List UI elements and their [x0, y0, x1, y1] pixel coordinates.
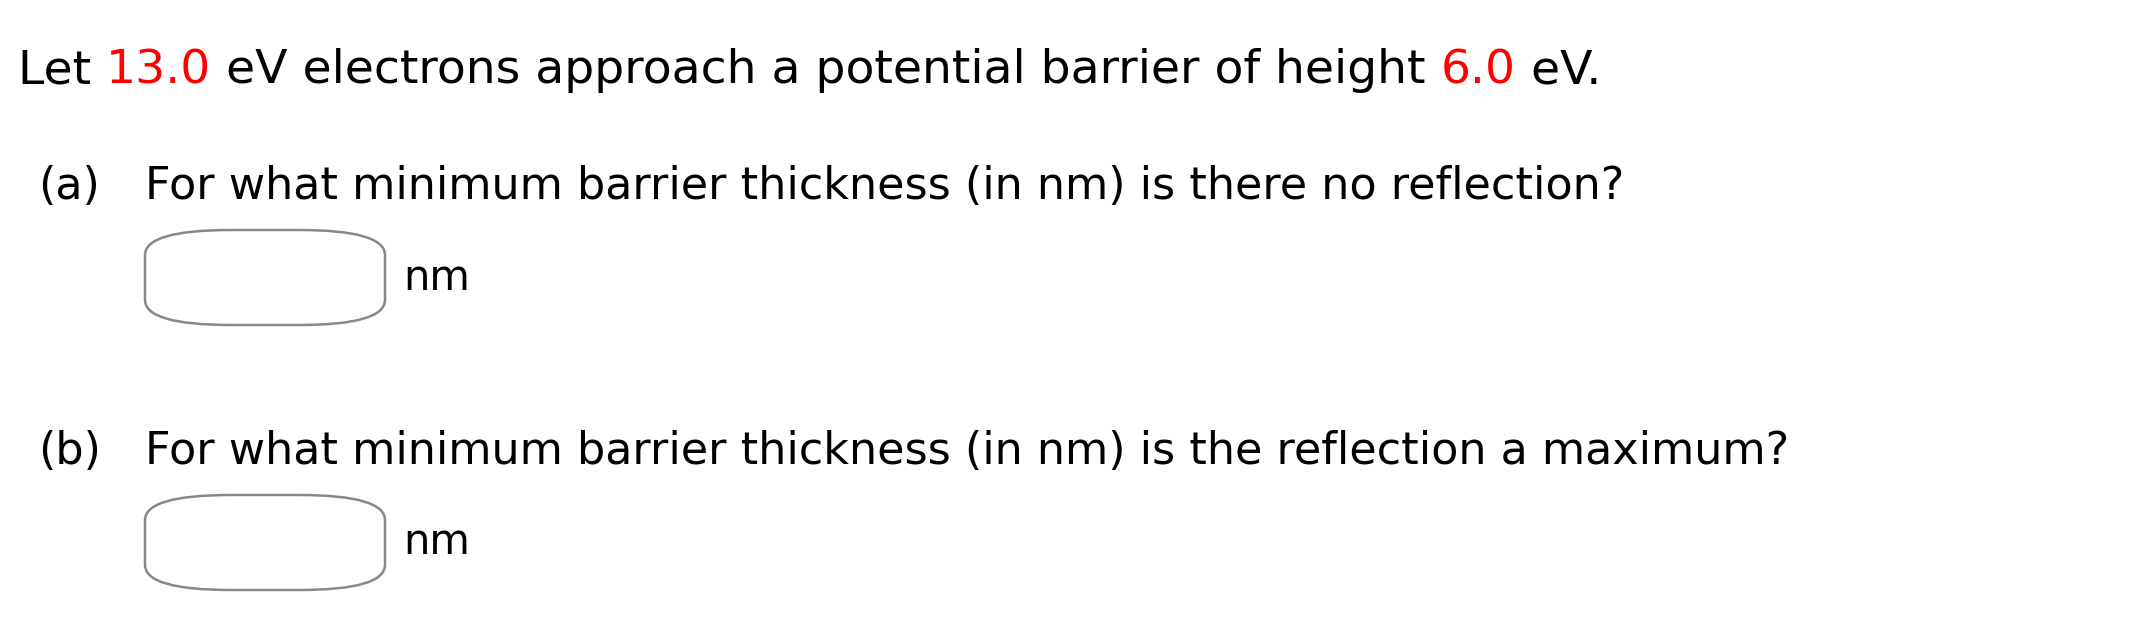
- Text: eV electrons approach a potential barrier of height: eV electrons approach a potential barrie…: [210, 48, 1441, 93]
- Text: (a): (a): [39, 165, 99, 208]
- Text: For what minimum barrier thickness (in nm) is the reflection a maximum?: For what minimum barrier thickness (in n…: [146, 430, 1788, 473]
- Text: 6.0: 6.0: [1441, 48, 1516, 93]
- Text: nm: nm: [404, 521, 470, 564]
- Text: 13.0: 13.0: [105, 48, 210, 93]
- Text: Let: Let: [17, 48, 105, 93]
- Text: For what minimum barrier thickness (in nm) is there no reflection?: For what minimum barrier thickness (in n…: [146, 165, 1625, 208]
- Text: nm: nm: [404, 257, 470, 299]
- Text: eV.: eV.: [1516, 48, 1602, 93]
- Text: (b): (b): [39, 430, 101, 473]
